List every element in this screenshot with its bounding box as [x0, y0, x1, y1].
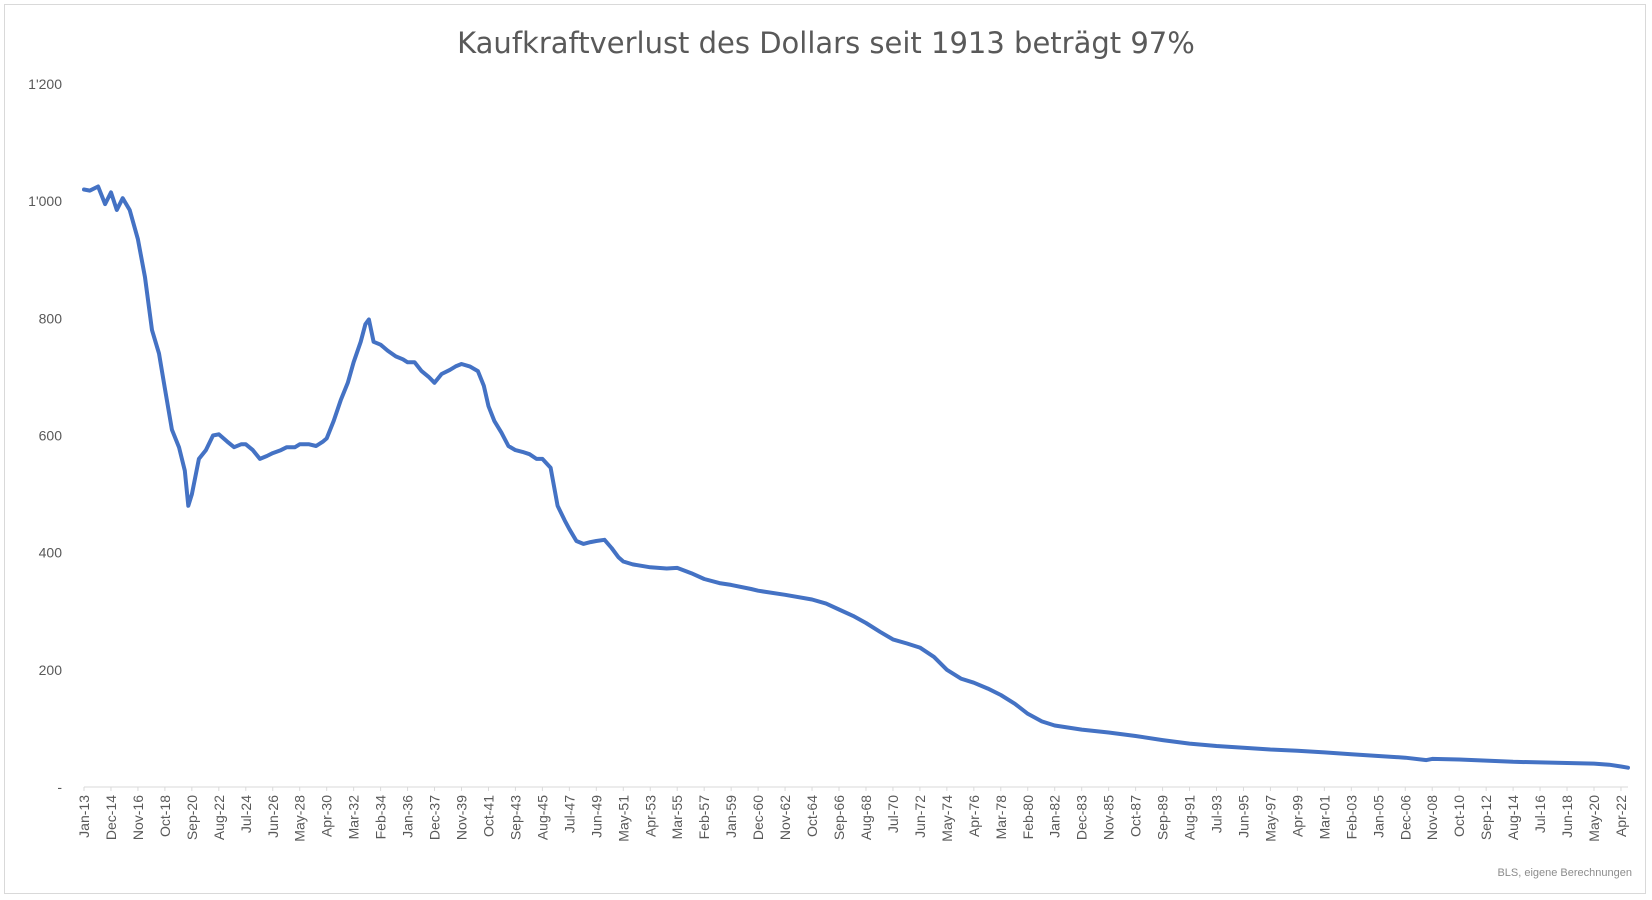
chart-frame — [4, 4, 1646, 894]
x-tick-label: Oct-18 — [157, 795, 173, 837]
x-tick-label: Aug-68 — [858, 795, 874, 840]
y-tick-label: 800 — [39, 310, 63, 326]
y-tick-label: 1'000 — [28, 193, 62, 209]
x-tick-label: Mar-55 — [669, 795, 685, 840]
y-tick-label: 1'200 — [28, 76, 62, 92]
x-tick-label: Feb-80 — [1020, 795, 1036, 840]
x-tick-label: May-28 — [292, 795, 308, 842]
x-tick-label: Jan-05 — [1370, 795, 1386, 838]
x-tick-label: Aug-22 — [211, 795, 227, 840]
x-tick-label: May-51 — [615, 795, 631, 842]
x-tick-label: Jun-95 — [1235, 795, 1251, 838]
x-tick-label: Jul-93 — [1209, 795, 1225, 833]
x-tick-label: Apr-22 — [1613, 795, 1629, 837]
source-note: BLS, eigene Berechnungen — [1497, 867, 1632, 879]
x-tick-label: Sep-89 — [1155, 795, 1171, 840]
x-tick-label: Apr-99 — [1289, 795, 1305, 837]
x-tick-label: Mar-01 — [1316, 795, 1332, 840]
x-tick-label: Oct-10 — [1451, 795, 1467, 837]
x-tick-label: Jan-36 — [400, 795, 416, 838]
x-tick-label: Dec-60 — [750, 795, 766, 840]
x-tick-label: Nov-16 — [130, 795, 146, 840]
x-tick-label: Aug-91 — [1182, 795, 1198, 840]
x-tick-label: Oct-87 — [1128, 795, 1144, 837]
x-tick-label: Dec-14 — [103, 795, 119, 840]
x-tick-label: Jun-18 — [1559, 795, 1575, 838]
x-tick-label: Dec-06 — [1397, 795, 1413, 840]
x-tick-label: Oct-41 — [480, 795, 496, 837]
x-tick-label: Feb-03 — [1343, 795, 1359, 840]
x-tick-label: May-97 — [1262, 795, 1278, 842]
x-tick-label: Sep-43 — [507, 795, 523, 840]
y-tick-label: - — [57, 779, 62, 795]
x-tick-label: Jun-26 — [265, 795, 281, 838]
x-tick-label: Sep-66 — [831, 795, 847, 840]
y-tick-label: 200 — [39, 662, 63, 678]
x-tick-label: Aug-45 — [534, 795, 550, 840]
x-tick-label: Sep-12 — [1478, 795, 1494, 840]
x-tick-label: Oct-64 — [804, 795, 820, 837]
x-tick-label: Nov-08 — [1424, 795, 1440, 840]
x-tick-label: Nov-85 — [1101, 795, 1117, 840]
x-tick-label: Jan-59 — [723, 795, 739, 838]
x-tick-label: Jul-47 — [561, 795, 577, 833]
x-tick-label: Jan-13 — [76, 795, 92, 838]
series-line — [82, 184, 1630, 770]
x-tick-label: Apr-53 — [642, 795, 658, 837]
x-tick-label: May-74 — [939, 795, 955, 842]
x-tick-label: Nov-62 — [777, 795, 793, 840]
x-tick-label: Jul-70 — [885, 795, 901, 833]
x-tick-label: Apr-76 — [966, 795, 982, 837]
x-tick-label: Aug-14 — [1505, 795, 1521, 840]
y-tick-label: 400 — [39, 545, 63, 561]
x-tick-label: Jan-82 — [1047, 795, 1063, 838]
x-tick-label: Feb-57 — [696, 795, 712, 840]
x-tick-label: Mar-78 — [993, 795, 1009, 840]
x-tick-label: Dec-83 — [1074, 795, 1090, 840]
x-tick-label: Jul-24 — [238, 795, 254, 833]
chart-title: Kaufkraftverlust des Dollars seit 1913 b… — [457, 26, 1195, 60]
x-tick-label: Dec-37 — [427, 795, 443, 840]
x-tick-label: Nov-39 — [454, 795, 470, 840]
x-tick-label: Apr-30 — [319, 795, 335, 837]
x-tick-label: Sep-20 — [184, 795, 200, 840]
x-tick-label: Jul-16 — [1532, 795, 1548, 833]
x-tick-label: Jun-72 — [912, 795, 928, 838]
x-tick-label: May-20 — [1586, 795, 1602, 842]
y-tick-label: 600 — [39, 428, 63, 444]
x-tick-label: Jun-49 — [588, 795, 604, 838]
x-tick-label: Mar-32 — [346, 795, 362, 840]
x-tick-label: Feb-34 — [373, 795, 389, 840]
